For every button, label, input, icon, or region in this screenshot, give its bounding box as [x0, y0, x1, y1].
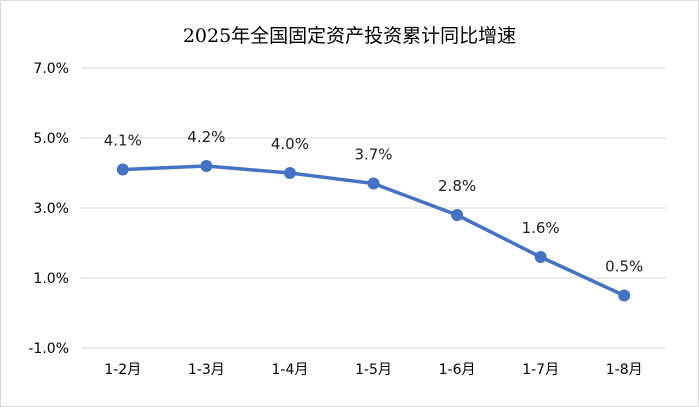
x-tick-label: 1-8月 — [606, 362, 643, 378]
x-tick-label: 1-7月 — [522, 362, 559, 378]
data-point — [618, 289, 631, 302]
x-tick-label: 1-3月 — [188, 362, 225, 378]
data-label: 3.7% — [354, 146, 392, 164]
x-tick-label: 1-6月 — [439, 362, 476, 378]
x-tick-label: 1-2月 — [104, 362, 141, 378]
data-point — [367, 177, 380, 190]
data-label: 1.6% — [522, 219, 560, 237]
x-tick-label: 1-5月 — [355, 362, 392, 378]
data-point — [200, 160, 213, 172]
data-label: 4.0% — [271, 135, 309, 153]
data-point — [534, 251, 547, 263]
y-tick-label: 3.0% — [33, 201, 69, 217]
data-label: 4.2% — [187, 128, 225, 146]
data-label: 2.8% — [438, 177, 476, 195]
data-label: 4.1% — [104, 132, 142, 150]
y-tick-label: 1.0% — [33, 271, 69, 287]
y-tick-label: 7.0% — [33, 61, 69, 77]
y-tick-label: 5.0% — [33, 131, 69, 147]
data-point — [451, 209, 464, 221]
y-tick-label: -1.0% — [28, 341, 69, 357]
data-point — [116, 163, 129, 176]
x-tick-label: 1-4月 — [271, 362, 308, 378]
data-point — [283, 167, 296, 179]
data-label: 0.5% — [605, 258, 643, 276]
chart-title: 2025年全国固定资产投资累计同比增速 — [182, 25, 517, 47]
